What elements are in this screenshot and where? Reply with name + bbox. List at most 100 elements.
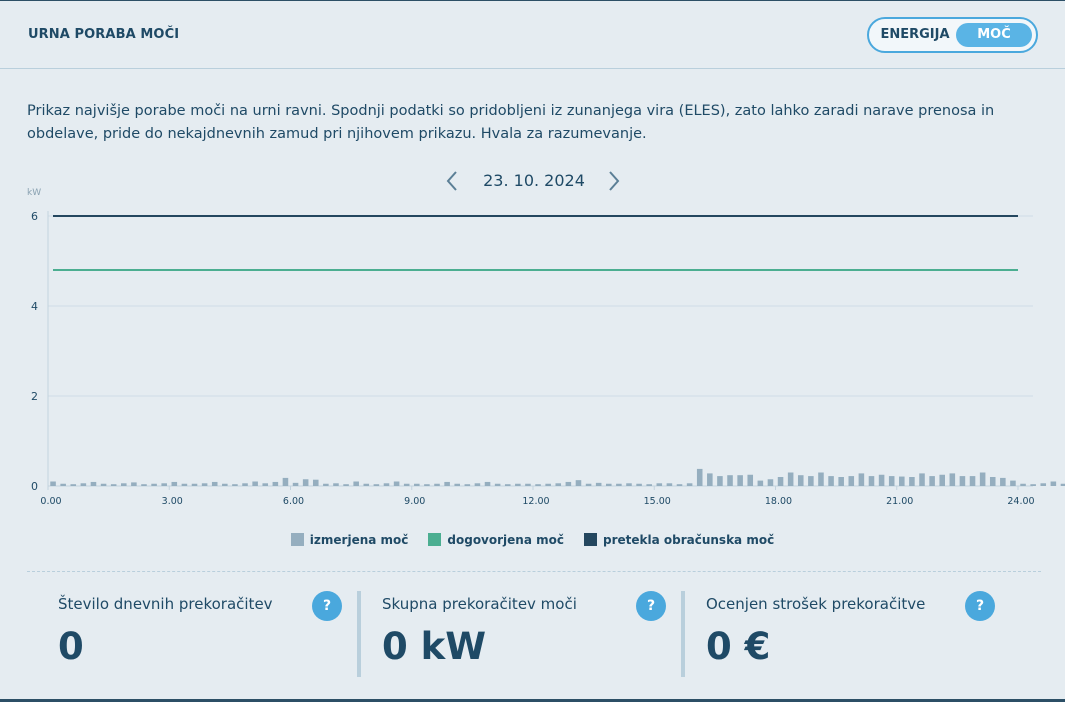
help-icon[interactable]: ? (636, 591, 666, 621)
bar-measured-power (757, 480, 764, 486)
bar-measured-power (100, 483, 107, 486)
bar-measured-power (939, 474, 945, 486)
bar-measured-power (686, 483, 693, 486)
y-tick-label: 4 (31, 300, 38, 313)
chart-legend: izmerjena moč dogovorjena moč pretekla o… (0, 533, 1065, 547)
bar-measured-power (595, 482, 602, 486)
bar-measured-power (626, 483, 632, 486)
bar-measured-power (272, 481, 279, 486)
bar-measured-power (545, 483, 551, 486)
bottom-bar (0, 699, 1065, 702)
stat-value: 0 kW (382, 625, 487, 668)
bar-measured-power (606, 483, 612, 486)
bar-measured-power (464, 484, 471, 486)
bar-measured-power (777, 477, 784, 486)
bar-measured-power (424, 484, 430, 486)
legend-swatch-contracted (428, 533, 442, 546)
bar-measured-power (1020, 483, 1026, 486)
legend-label-contracted: dogovorjena moč (447, 533, 564, 547)
bar-measured-power (858, 473, 865, 486)
legend-swatch-measured (290, 533, 304, 546)
help-icon[interactable]: ? (965, 591, 995, 621)
bar-measured-power (727, 475, 733, 486)
selected-date: 23. 10. 2024 (483, 171, 585, 190)
bar-measured-power (848, 476, 855, 486)
bar-measured-power (333, 483, 339, 486)
legend-label-exceeded: pretekla obračunska moč (602, 533, 775, 547)
bar-measured-power (474, 483, 481, 486)
bar-measured-power (131, 482, 137, 486)
bar-measured-power (70, 484, 77, 486)
bar-measured-power (525, 483, 531, 486)
bar-measured-power (787, 472, 794, 486)
bar-measured-power (434, 483, 440, 486)
bar-measured-power (343, 484, 349, 486)
x-tick-label: 12.00 (522, 496, 549, 507)
x-tick-label: 9.00 (404, 496, 425, 507)
bar-measured-power (646, 484, 652, 486)
toggle-energy-option[interactable]: ENERGIJA (880, 27, 950, 42)
bar-measured-power (868, 476, 875, 486)
bar-measured-power (969, 476, 976, 486)
chevron-right-icon[interactable] (604, 169, 624, 193)
x-tick-label: 6.00 (283, 496, 304, 507)
bar-measured-power (959, 476, 966, 486)
bar-measured-power (828, 476, 834, 486)
bar-measured-power (1030, 484, 1036, 486)
bar-measured-power (403, 483, 410, 486)
bar-measured-power (929, 476, 935, 486)
bar-measured-power (211, 481, 218, 486)
y-tick-label: 2 (31, 390, 38, 403)
bar-measured-power (353, 481, 359, 486)
bar-measured-power (363, 483, 370, 486)
header: URNA PORABA MOČI ENERGIJA MOČ (0, 1, 1065, 69)
bar-measured-power (899, 476, 905, 486)
stat-label: Število dnevnih prekoračitev (58, 595, 273, 613)
bar-measured-power (484, 481, 491, 486)
legend-item-measured[interactable]: izmerjena moč (290, 533, 408, 547)
bar-measured-power (1040, 483, 1047, 486)
page-title: URNA PORABA MOČI (28, 27, 180, 42)
chevron-left-icon[interactable] (443, 169, 463, 193)
bar-measured-power (707, 473, 713, 486)
bar-measured-power (393, 481, 400, 486)
bar-measured-power (1010, 480, 1016, 486)
legend-item-contracted[interactable]: dogovorjena moč (428, 533, 564, 547)
help-icon[interactable]: ? (312, 591, 342, 621)
bar-measured-power (60, 483, 66, 486)
legend-item-exceeded[interactable]: pretekla obračunska moč (583, 533, 775, 547)
bar-measured-power (222, 483, 228, 486)
bar-measured-power (797, 475, 804, 486)
bar-measured-power (1050, 481, 1057, 486)
bar-measured-power (50, 481, 56, 486)
stat-total-exceedance: Skupna prekoračitev moči ? 0 kW (382, 591, 672, 677)
stat-daily-exceedances: Število dnevnih prekoračitev ? 0 (58, 591, 348, 677)
bar-measured-power (494, 483, 501, 486)
bar-measured-power (717, 476, 723, 486)
x-tick-label: 3.00 (162, 496, 183, 507)
bar-measured-power (818, 472, 824, 486)
bar-measured-power (616, 483, 622, 486)
bar-measured-power (161, 483, 167, 486)
bar-measured-power (666, 483, 673, 486)
bar-measured-power (262, 483, 269, 486)
bar-measured-power (808, 476, 814, 486)
x-tick-label: 21.00 (886, 496, 913, 507)
bar-measured-power (181, 483, 188, 486)
bar-measured-power (555, 483, 562, 486)
bar-measured-power (676, 484, 683, 486)
x-tick-label: 15.00 (644, 496, 671, 507)
bar-measured-power (90, 481, 97, 486)
x-tick-label: 0.00 (40, 496, 61, 507)
y-tick-label: 0 (31, 480, 38, 493)
stat-separator (357, 591, 361, 677)
bar-measured-power (656, 483, 663, 486)
bar-measured-power (444, 481, 450, 486)
bar-measured-power (696, 468, 703, 486)
stat-estimated-cost: Ocenjen strošek prekoračitve ? 0 € (706, 591, 996, 677)
energy-power-toggle[interactable]: ENERGIJA MOČ (867, 17, 1038, 53)
stat-label: Ocenjen strošek prekoračitve (706, 595, 926, 613)
toggle-power-option[interactable]: MOČ (956, 23, 1032, 47)
x-tick-label: 18.00 (765, 496, 792, 507)
bar-measured-power (888, 476, 895, 486)
